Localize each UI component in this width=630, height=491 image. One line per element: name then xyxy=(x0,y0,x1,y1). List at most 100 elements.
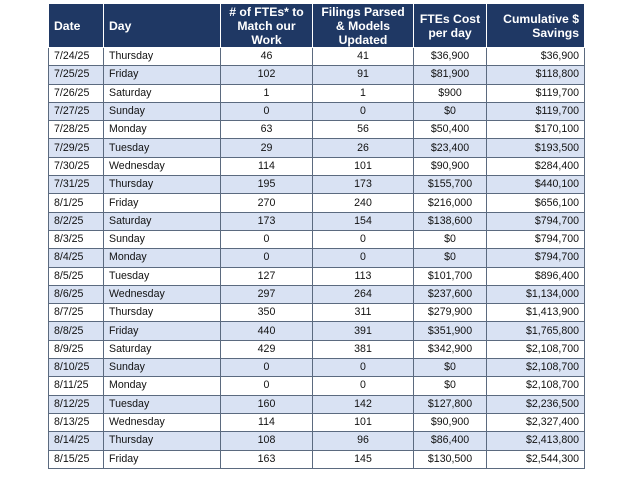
cell-date: 7/29/25 xyxy=(48,138,104,158)
cell-day: Wednesday xyxy=(103,412,221,433)
cell-date: 7/28/25 xyxy=(48,120,104,140)
table-row: 7/30/25 Wednesday 114 101 $90,900 $284,400 xyxy=(48,156,585,177)
cell-day: Wednesday xyxy=(103,156,221,177)
cell-ftes: 29 xyxy=(220,138,313,158)
cell-date: 8/4/25 xyxy=(48,248,104,268)
cell-ftes: 163 xyxy=(220,449,313,469)
header-cost: FTEs Cost per day xyxy=(413,3,487,48)
cell-cumulative: $2,108,700 xyxy=(486,358,585,378)
table-row: 7/31/25 Thursday 195 173 $155,700 $440,100 xyxy=(48,175,585,195)
cell-cumulative: $2,236,500 xyxy=(486,394,585,414)
cell-cost: $0 xyxy=(413,376,487,396)
cell-day: Saturday xyxy=(103,211,221,231)
cell-cost: $342,900 xyxy=(413,339,487,360)
cell-filings: 264 xyxy=(312,284,414,305)
cell-filings: 0 xyxy=(312,229,414,250)
table-row: 8/15/25 Friday 163 145 $130,500 $2,544,300 xyxy=(48,449,585,469)
cell-ftes: 440 xyxy=(220,321,313,341)
cell-cost: $90,900 xyxy=(413,412,487,433)
header-date: Date xyxy=(48,3,104,48)
cell-ftes: 114 xyxy=(220,156,313,177)
cell-date: 8/6/25 xyxy=(48,284,104,305)
cell-ftes: 350 xyxy=(220,303,313,323)
cell-ftes: 0 xyxy=(220,376,313,396)
cell-date: 8/14/25 xyxy=(48,431,104,451)
cell-day: Friday xyxy=(103,321,221,341)
table-row: 8/5/25 Tuesday 127 113 $101,700 $896,400 xyxy=(48,266,585,286)
table-row: 8/7/25 Thursday 350 311 $279,900 $1,413,900 xyxy=(48,303,585,323)
cell-cost: $138,600 xyxy=(413,211,487,231)
table-row: 8/6/25 Wednesday 297 264 $237,600 $1,134,000 xyxy=(48,284,585,305)
cell-ftes: 0 xyxy=(220,229,313,250)
cell-filings: 101 xyxy=(312,156,414,177)
cell-ftes: 0 xyxy=(220,358,313,378)
header-row: Date Day # of FTEs* to Match our Work Fi… xyxy=(48,3,585,48)
cell-cumulative: $118,800 xyxy=(486,65,585,85)
header-cumulative: Cumulative $ Savings xyxy=(486,3,585,48)
cell-filings: 240 xyxy=(312,193,414,213)
cell-day: Monday xyxy=(103,376,221,396)
cell-filings: 173 xyxy=(312,175,414,195)
cell-date: 7/24/25 xyxy=(48,46,104,67)
cell-cost: $50,400 xyxy=(413,120,487,140)
cell-date: 8/5/25 xyxy=(48,266,104,286)
table-row: 8/9/25 Saturday 429 381 $342,900 $2,108,700 xyxy=(48,339,585,360)
cell-day: Sunday xyxy=(103,358,221,378)
cell-cost: $155,700 xyxy=(413,175,487,195)
header-day: Day xyxy=(103,3,221,48)
cell-cost: $216,000 xyxy=(413,193,487,213)
cell-filings: 154 xyxy=(312,211,414,231)
cell-ftes: 114 xyxy=(220,412,313,433)
cell-cost: $351,900 xyxy=(413,321,487,341)
cell-date: 8/13/25 xyxy=(48,412,104,433)
cell-date: 8/10/25 xyxy=(48,358,104,378)
cell-ftes: 429 xyxy=(220,339,313,360)
cell-date: 7/30/25 xyxy=(48,156,104,177)
cell-filings: 0 xyxy=(312,376,414,396)
cell-day: Tuesday xyxy=(103,266,221,286)
cell-day: Monday xyxy=(103,248,221,268)
cell-ftes: 195 xyxy=(220,175,313,195)
cell-ftes: 63 xyxy=(220,120,313,140)
table-row: 8/4/25 Monday 0 0 $0 $794,700 xyxy=(48,248,585,268)
cell-cost: $127,800 xyxy=(413,394,487,414)
header-filings: Filings Parsed & Models Updated xyxy=(312,3,414,48)
table-row: 7/25/25 Friday 102 91 $81,900 $118,800 xyxy=(48,65,585,85)
cell-filings: 56 xyxy=(312,120,414,140)
cell-cumulative: $896,400 xyxy=(486,266,585,286)
table-row: 7/24/25 Thursday 46 41 $36,900 $36,900 xyxy=(48,46,585,67)
cell-day: Tuesday xyxy=(103,138,221,158)
cell-day: Friday xyxy=(103,449,221,469)
table-row: 7/29/25 Tuesday 29 26 $23,400 $193,500 xyxy=(48,138,585,158)
cell-cost: $130,500 xyxy=(413,449,487,469)
cell-cumulative: $119,700 xyxy=(486,101,585,122)
cell-ftes: 297 xyxy=(220,284,313,305)
cell-day: Monday xyxy=(103,120,221,140)
cell-cost: $0 xyxy=(413,358,487,378)
cell-filings: 101 xyxy=(312,412,414,433)
cell-cost: $86,400 xyxy=(413,431,487,451)
cell-date: 8/11/25 xyxy=(48,376,104,396)
cell-date: 7/31/25 xyxy=(48,175,104,195)
cell-cumulative: $119,700 xyxy=(486,83,585,103)
cell-cumulative: $2,327,400 xyxy=(486,412,585,433)
cell-date: 8/7/25 xyxy=(48,303,104,323)
cell-ftes: 160 xyxy=(220,394,313,414)
cell-ftes: 0 xyxy=(220,248,313,268)
table-row: 8/8/25 Friday 440 391 $351,900 $1,765,800 xyxy=(48,321,585,341)
cell-cost: $0 xyxy=(413,229,487,250)
cell-cost: $90,900 xyxy=(413,156,487,177)
cell-filings: 26 xyxy=(312,138,414,158)
cell-day: Saturday xyxy=(103,339,221,360)
cell-cost: $0 xyxy=(413,101,487,122)
cell-filings: 91 xyxy=(312,65,414,85)
cell-cumulative: $794,700 xyxy=(486,229,585,250)
cell-cost: $279,900 xyxy=(413,303,487,323)
cell-day: Thursday xyxy=(103,431,221,451)
cell-filings: 0 xyxy=(312,358,414,378)
cell-cumulative: $2,413,800 xyxy=(486,431,585,451)
cell-cost: $900 xyxy=(413,83,487,103)
cell-date: 8/9/25 xyxy=(48,339,104,360)
table-row: 7/28/25 Monday 63 56 $50,400 $170,100 xyxy=(48,120,585,140)
cell-cumulative: $2,544,300 xyxy=(486,449,585,469)
